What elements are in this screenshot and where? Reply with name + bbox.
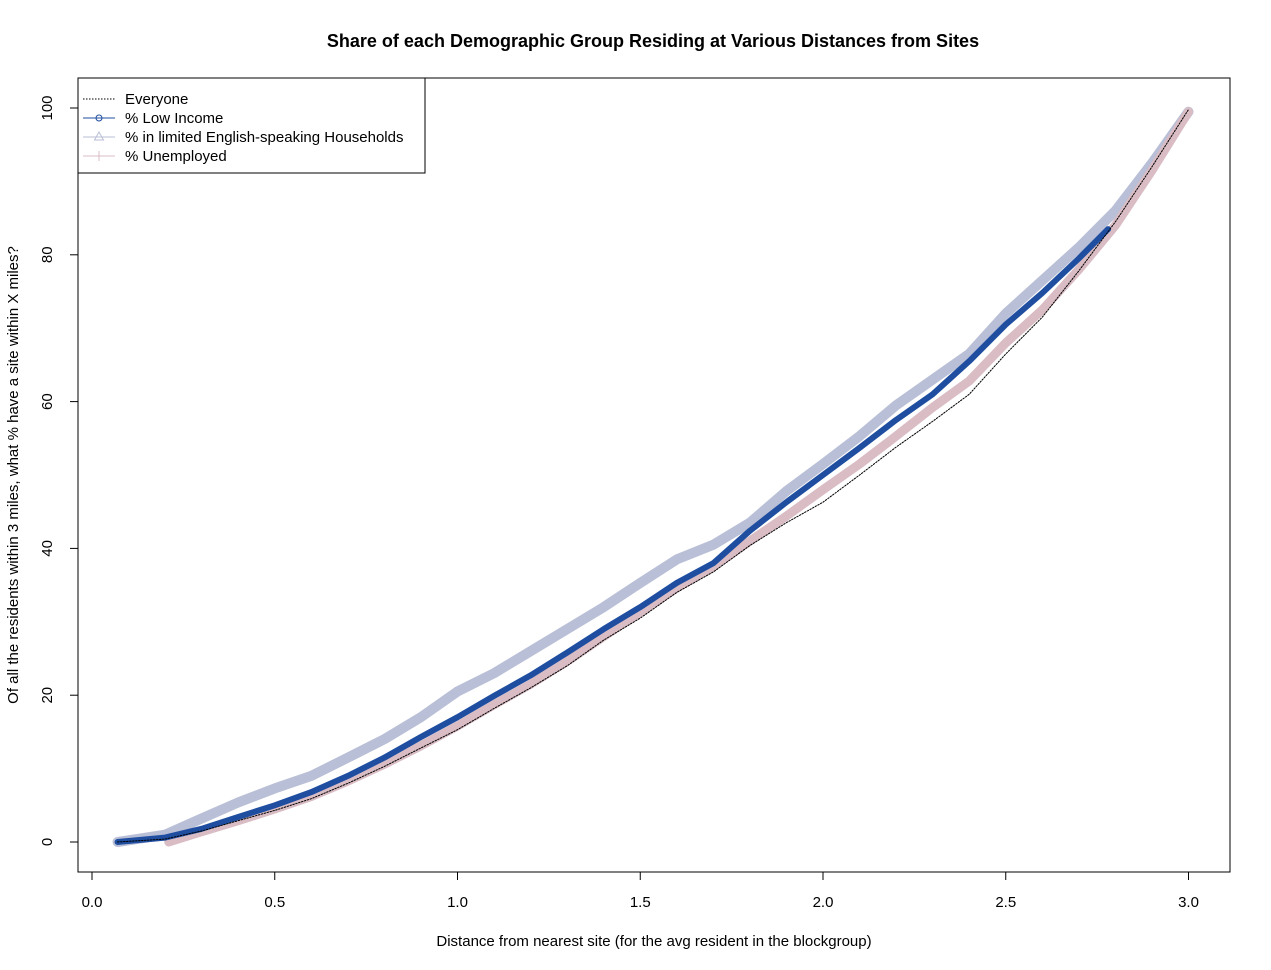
series-line-3: [164, 107, 1193, 847]
series-line-1: [114, 226, 1112, 845]
legend-box: [77, 77, 426, 174]
x-tick-label: 2.0: [813, 894, 834, 911]
series-line-0: [117, 109, 1189, 843]
series-line-2: [112, 106, 1194, 847]
x-tick-label: 0.5: [264, 894, 285, 911]
x-tick-label: 0.0: [82, 894, 103, 911]
y-axis: 0 20 40 60 80 100: [39, 95, 79, 846]
x-tick-label: 3.0: [1178, 894, 1199, 911]
x-tick-label: 1.5: [630, 894, 651, 911]
y-axis-label: Of all the residents within 3 miles, wha…: [5, 246, 22, 704]
x-tick-label: 2.5: [995, 894, 1016, 911]
legend-marker-triangle: [93, 130, 105, 141]
x-axis: 0.0 0.5 1.0 1.5 2.0 2.5 3.0: [82, 871, 1199, 911]
y-tick-label: 0: [39, 838, 56, 846]
plot-area-frame: [77, 77, 1231, 873]
x-tick-label: 1.0: [447, 894, 468, 911]
y-tick-label: 40: [39, 540, 56, 557]
y-tick-label: 20: [39, 687, 56, 704]
legend-marker-circle: [95, 114, 103, 122]
legend-label-0: Everyone: [125, 91, 188, 108]
x-axis-label: Distance from nearest site (for the avg …: [436, 933, 871, 950]
legend-label-1: % Low Income: [125, 110, 223, 127]
y-tick-label: 80: [39, 246, 56, 263]
y-tick-label: 100: [39, 95, 56, 120]
y-tick-label: 60: [39, 393, 56, 410]
chart-title: Share of each Demographic Group Residing…: [327, 31, 979, 51]
legend-label-2: % in limited English-speaking Households: [125, 129, 403, 146]
legend: Everyone % Low Income % in limited English…: [77, 77, 426, 174]
series-layer: [112, 106, 1194, 847]
legend-label-3: % Unemployed: [125, 148, 227, 165]
